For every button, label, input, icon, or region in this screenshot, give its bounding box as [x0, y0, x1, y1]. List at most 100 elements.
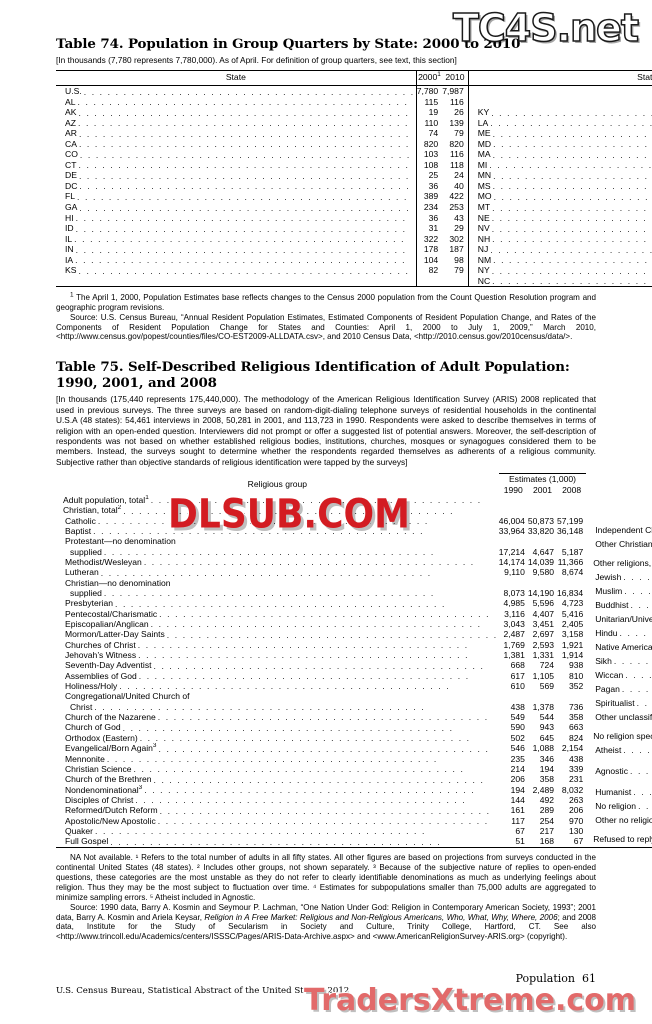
table-74-footnotes: 1 The April 1, 2000, Population Estimate…	[56, 291, 596, 342]
table-row: Church of the Nazarene549544358	[56, 712, 586, 722]
table-row: CT108118MI250229RI3943	[56, 159, 652, 171]
page-citation: U.S. Census Bureau, Statistical Abstract…	[56, 986, 350, 996]
table-row: DE2524MN136135SC135139	[56, 170, 652, 181]
table-row: NC254257WY1414	[56, 275, 652, 287]
table-row: FL389422MO164174TN148153	[56, 191, 652, 202]
table-row: AL115116	[56, 96, 652, 108]
table-row: Unitarian/Universalist502629586	[595, 613, 652, 624]
col-2000-1: 20001	[415, 70, 443, 86]
spanner-left: Estimates (1,000)	[498, 473, 587, 485]
table-row: Other unclassified49917741,030	[595, 711, 652, 722]
table-row: Hindu227766582	[586, 626, 652, 640]
table-75: Religious group Estimates (1,000) 1990 2…	[56, 473, 652, 850]
table-row: Other no religion4(NA)5745	[595, 815, 652, 826]
table-74-headnote: [In thousands (7,780 represents 7,780,00…	[56, 55, 457, 65]
table-row: Refused to reply to question4,03111,2461…	[593, 834, 652, 845]
table-75-right-panel: Religious group Estimates (1,000) 1990 2…	[586, 473, 652, 850]
table-row: Full Gospel5116867	[56, 836, 586, 847]
table-75-headnote: [In thousands (175,440 represents 175,44…	[56, 394, 596, 467]
table-row: No religion specified, total214,33129,48…	[593, 730, 652, 741]
table-row: Seventh-Day Adventist668724938	[56, 660, 586, 670]
table-row: AZ110139LA136127OH299306	[56, 117, 652, 129]
col-2010-1: 2010	[442, 70, 469, 86]
table-row: Other religions, total25,8537,7408,796	[593, 557, 652, 568]
table-row: DC3640MS9592SD2834	[56, 180, 652, 192]
table-row: Church of the Brethren206358231	[56, 774, 586, 784]
table-row: CA820820MD134138OR7787	[56, 138, 652, 150]
table-row: Muslim5271,1041,349	[586, 584, 652, 598]
col-state-1: State	[56, 70, 417, 86]
table-row: IL322302NH3640VA231240	[56, 233, 652, 245]
table-row: Other Christian4105254206	[595, 538, 652, 549]
table-75-title: Table 75. Self-Described Religious Ident…	[56, 359, 570, 392]
table-row: Agnostic5 1,1869911,985	[586, 757, 652, 785]
table-row: Quaker67217130	[56, 826, 586, 836]
stub-header-right: Religious group	[586, 474, 652, 495]
watermark-tradersxtreme: TradersXtreme.com	[303, 982, 637, 1019]
table-row: Humanist294990	[586, 785, 652, 799]
table-row: ID3129NV3436VT2125	[56, 223, 652, 234]
table-row: No religion13,11627,48630,427	[586, 799, 652, 813]
table-row: Spiritualist(NA)116426	[586, 696, 652, 710]
page-footer-right: Population 61	[515, 972, 596, 985]
table-row: GA234253MT2529TX561581	[56, 201, 652, 213]
table-row: Apostolic/New Apostolic117254970	[56, 816, 586, 826]
table-row: IN178187NJ195187WA136139	[56, 244, 652, 255]
stub-header-left: Religious group	[247, 479, 308, 490]
table-row: Christian Science214194339	[56, 764, 586, 774]
table-row: AR7479ME3536OK112112	[56, 128, 652, 139]
table-74: State 20001 2010 State 20001 2010 State …	[56, 70, 652, 289]
table-row: CO103116MA221239PA433426	[56, 149, 652, 160]
table-row: Wiccan8134342	[586, 668, 652, 682]
table-75-left-panel: Religious group Estimates (1,000) 1990 2…	[56, 473, 587, 850]
table-row: Buddhist4041,0821,189	[586, 598, 652, 612]
table-row: Atheist(5)9021,621	[586, 743, 652, 757]
table-row: Pagan(NA)140340	[586, 682, 652, 696]
table-row: IA10498NM3643WV4349	[56, 254, 652, 266]
table-row: Native American47103186	[595, 641, 652, 652]
table-row: Sikh135778	[586, 654, 652, 668]
table-row: Holiness/Holy610569352	[56, 681, 586, 691]
table-row: Christian, total2	[56, 505, 586, 515]
table-row: Christian—no denomination	[65, 577, 171, 588]
table-74-title: Table 74. Population in Group Quarters b…	[56, 36, 521, 52]
table-row: Jewish3,1372,8372,680	[586, 570, 652, 584]
table-row: AK1926KY115126ND2425	[56, 107, 652, 118]
table-row: KS8279NY581586WI156150	[56, 265, 652, 276]
col-1990-left: 1990	[503, 484, 523, 495]
table-row: Protestant—no denomination	[65, 536, 176, 547]
table-row: Disciples of Christ144492263	[56, 795, 586, 805]
table-74-header-row: State 20001 2010 State 20001 2010 State …	[56, 70, 652, 86]
table-row: 2870116	[586, 509, 652, 523]
col-state-2: State	[467, 70, 652, 86]
table-row: Independent Christian Church257186	[595, 524, 652, 535]
table-row: Mennonite235346438	[56, 754, 586, 764]
table-row: 4079381	[586, 495, 652, 509]
table-row: Reformed/Dutch Reform161289206	[56, 805, 586, 815]
table-row: Church of God590943663	[56, 722, 586, 732]
table-row: Adult population, total1	[56, 495, 586, 505]
table-row: HI3643NE5151UT4046	[56, 212, 652, 224]
table-75-source: Source: 1990 data, Barry A. Kosmin and S…	[56, 902, 596, 942]
table-row: Congregational/United Church of	[65, 691, 190, 702]
col-2008-left: 2008	[562, 484, 582, 495]
table-75-footnotes: NA Not available. ¹ Refers to the total …	[56, 853, 596, 942]
